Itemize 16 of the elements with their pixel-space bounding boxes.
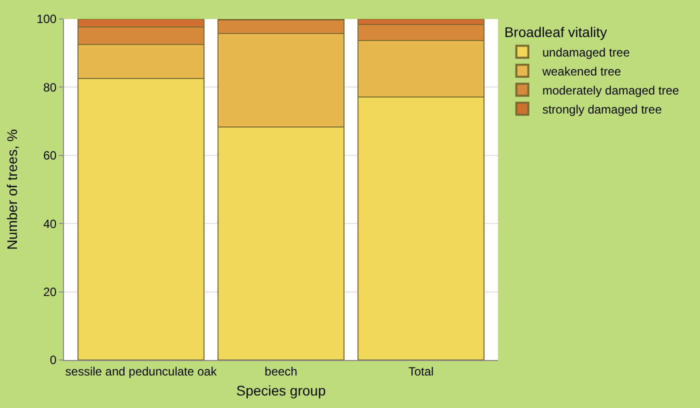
y-tick-label: 60 [43, 148, 57, 163]
y-tick-label: 20 [43, 285, 57, 299]
x-tick-label: beech [264, 364, 298, 378]
y-axis-title: Number of trees, % [4, 129, 20, 250]
x-tick-label: sessile and pedunculate oak [65, 364, 218, 378]
y-tick-label: 0 [50, 353, 57, 368]
legend-label: moderately damaged tree [542, 83, 680, 98]
legend-label: undamaged tree [542, 45, 630, 60]
x-axis-title: Species group [236, 382, 326, 399]
x-tick-label: Total [408, 364, 434, 378]
legend-label: weakened tree [541, 64, 622, 78]
y-tick-label: 40 [43, 216, 57, 231]
legend-label: strongly damaged tree [542, 102, 662, 116]
legend-title: Broadleaf vitality [504, 24, 608, 40]
y-tick-label: 100 [36, 12, 57, 26]
y-tick-label: 80 [43, 80, 57, 94]
